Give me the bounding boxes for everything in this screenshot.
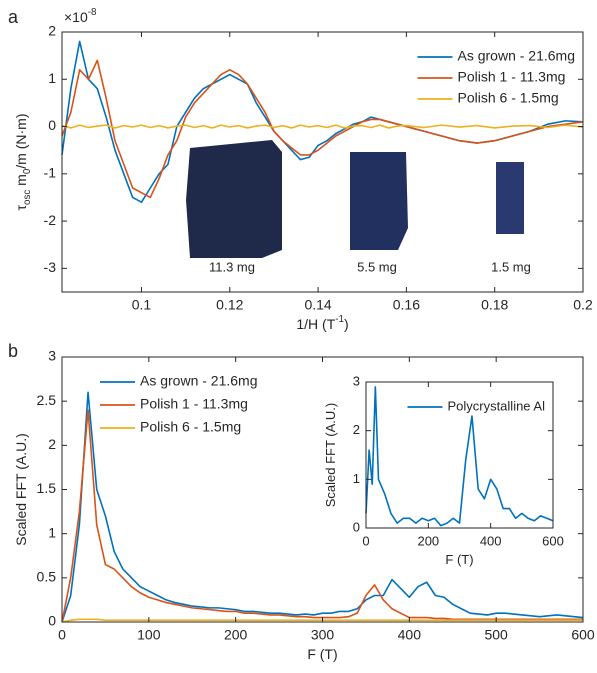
- y-axis-label-part: Scaled FFT (A.U.): [13, 433, 29, 546]
- y-tick-label: 2: [353, 422, 360, 437]
- photo-sample-11-3mg: [186, 140, 282, 258]
- y-tick-label: 2.5: [37, 392, 57, 408]
- y-axis-label: τosc m0/m (N·m): [13, 114, 33, 211]
- legend-label: Polish 1 - 11.3mg: [458, 69, 566, 85]
- y-tick-label: 2: [48, 23, 56, 39]
- photo-sample-5-5mg: [350, 152, 408, 250]
- x-tick-label: 600: [542, 533, 564, 548]
- axes-frame: [61, 31, 584, 293]
- legend-label: As grown - 21.6mg: [140, 373, 258, 389]
- x-tick-label: 600: [571, 627, 595, 643]
- series-line: [61, 391, 584, 623]
- x-axis-label-part: F (T): [307, 646, 337, 662]
- annotation: 11.3 mg: [209, 259, 255, 274]
- y-tick-label: 3: [353, 373, 360, 388]
- y-tick-label: 1: [48, 70, 56, 86]
- series-line: [61, 124, 584, 129]
- annotation: 1.5 mg: [491, 259, 531, 274]
- panel-label: a: [8, 7, 19, 27]
- series-line: [61, 59, 584, 199]
- y-tick-label: -2: [44, 212, 57, 228]
- y-axis-label-part: 0: [22, 168, 33, 174]
- y-tick-label: 0.5: [37, 569, 57, 585]
- y-axis-label: Scaled FFT (A.U.): [323, 403, 338, 508]
- plot-area: [366, 382, 553, 528]
- x-tick-label: 200: [224, 627, 248, 643]
- series-line: [365, 386, 554, 527]
- y-tick-label: 1: [353, 471, 360, 486]
- x-tick-label: 400: [398, 627, 422, 643]
- y-tick-label: 1: [48, 524, 56, 540]
- y-axis-label-part: τ: [13, 205, 29, 211]
- x-axis-label-part: ): [344, 316, 349, 332]
- x-tick-label: 0: [362, 533, 369, 548]
- x-axis-label: F (T): [445, 552, 473, 567]
- x-tick-label: 200: [417, 533, 439, 548]
- x-tick-label: 0: [58, 627, 66, 643]
- x-tick-label: 500: [484, 627, 508, 643]
- photo-sample-1-5mg: [496, 162, 524, 234]
- y-tick-label: -1: [44, 165, 57, 181]
- x-axis-label: F (T): [307, 646, 337, 662]
- y-tick-label: 3: [48, 348, 56, 364]
- x-tick-label: 0.18: [481, 297, 508, 313]
- x-tick-label: 0.2: [573, 297, 593, 313]
- legend-label: Polycrystalline Al: [447, 398, 545, 413]
- y-axis-label: Scaled FFT (A.U.): [13, 433, 29, 546]
- y-tick-label: 1.5: [37, 480, 57, 496]
- x-axis-label-part: -1: [335, 314, 344, 325]
- x-tick-label: 300: [311, 627, 335, 643]
- x-tick-label: 0.16: [393, 297, 420, 313]
- sample-photos: 11.3 mg 5.5 mg 1.5 mg: [186, 140, 531, 274]
- legend-label: Polish 6 - 1.5mg: [458, 90, 559, 106]
- legend-label: Polish 6 - 1.5mg: [140, 419, 241, 435]
- x-tick-label: 100: [137, 627, 161, 643]
- y-axis-label-part: Scaled FFT (A.U.): [323, 403, 338, 508]
- y-tick-label: 0: [48, 117, 56, 133]
- y-tick-label: 0: [353, 519, 360, 534]
- x-tick-label: 0.12: [216, 297, 243, 313]
- axis-multiplier-part: -8: [88, 7, 97, 18]
- y-tick-label: 2: [48, 436, 56, 452]
- panel-label: b: [8, 341, 18, 361]
- y-axis-label-part: m: [13, 174, 29, 190]
- y-axis-label-part: /m (N·m): [13, 114, 29, 169]
- y-tick-label: -3: [44, 259, 57, 275]
- y-axis-label-part: osc: [22, 190, 33, 205]
- axes-frame: [365, 381, 554, 529]
- x-axis-label-part: F (T): [445, 552, 473, 567]
- axis-multiplier-part: ×10: [64, 9, 88, 25]
- x-tick-label: 0.14: [304, 297, 331, 313]
- legend-label: Polish 1 - 11.3mg: [140, 396, 248, 412]
- x-axis-label-part: 1/H (T: [296, 316, 335, 332]
- x-axis-label: 1/H (T-1): [296, 314, 348, 332]
- x-tick-label: 0.1: [132, 297, 152, 313]
- y-tick-label: 0: [48, 613, 56, 629]
- annotation: 5.5 mg: [357, 259, 397, 274]
- axis-multiplier: ×10-8: [64, 7, 97, 25]
- x-tick-label: 400: [480, 533, 502, 548]
- legend-label: As grown - 21.6mg: [458, 48, 576, 64]
